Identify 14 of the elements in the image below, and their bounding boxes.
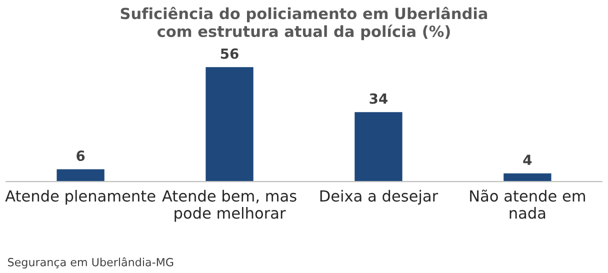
x-tick-label: Deixa a desejar [320, 190, 438, 205]
bar [504, 173, 552, 182]
bar [354, 112, 402, 182]
text: Segurança em Uberlândia-MG [8, 257, 174, 268]
bar [56, 169, 104, 182]
data-label: 34 [370, 93, 388, 104]
bar [206, 67, 254, 182]
chart-title: Suficiência do policiamento em Uberlândia com estrutura atual da polícia (%) [120, 6, 488, 40]
data-label: 4 [523, 154, 532, 165]
x-tick-label: Atende plenamente [5, 190, 156, 205]
data-label: 56 [220, 48, 238, 59]
x-tick-label: Atende bem, mas pode melhorar [162, 190, 296, 222]
data-label: 6 [76, 150, 85, 162]
x-tick-label: Não atende em nada [470, 190, 585, 219]
